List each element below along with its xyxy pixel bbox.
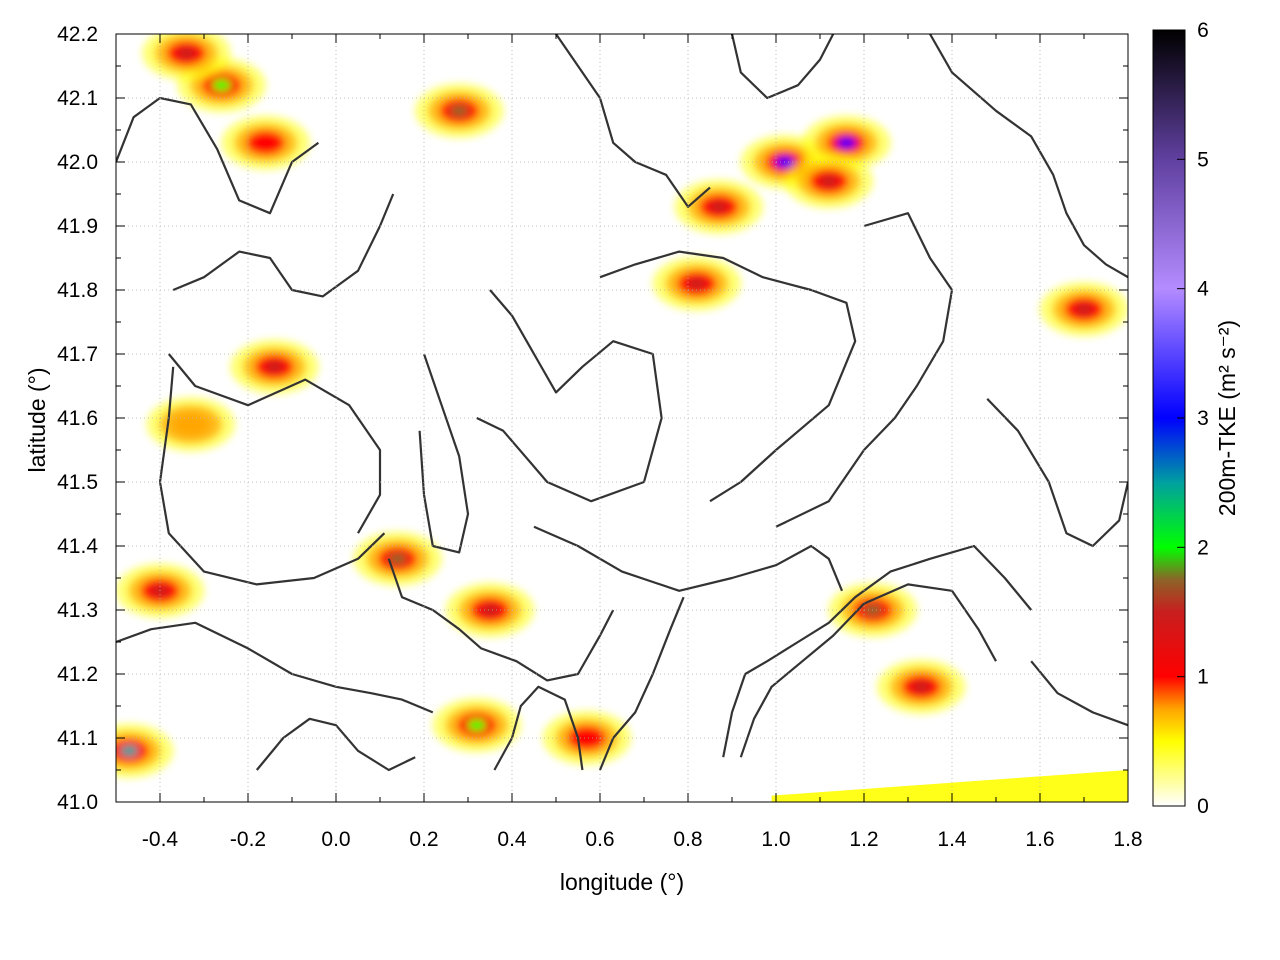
x-tick-label: 0.8 [673, 828, 702, 851]
x-tick-label: 0.6 [585, 828, 614, 851]
colorbar-label: 200m-TKE (m² s⁻²) [1214, 320, 1240, 516]
y-tick-label: 41.9 [57, 215, 98, 238]
hotspot-0-layer-3 [212, 79, 231, 91]
colorbar-tick-label: 3 [1197, 407, 1209, 430]
x-axis-label: longitude (°) [560, 869, 684, 895]
hotspot-16-layer-3 [912, 681, 931, 693]
colorbar-tick-label: 4 [1197, 278, 1209, 301]
contour-line [533, 525, 844, 592]
contour-line [775, 212, 954, 528]
y-tick-label: 42.2 [57, 23, 98, 46]
contour-line [418, 353, 470, 554]
x-tick-label: 1.6 [1025, 828, 1054, 851]
colorbar-tick-label: 0 [1197, 795, 1209, 818]
contour-line [1030, 660, 1128, 727]
hotspot-5-layer-3 [709, 201, 728, 213]
colorbar-tick-label: 1 [1197, 666, 1209, 689]
hotspot-19-layer-3 [181, 418, 200, 430]
x-tick-label: 0.4 [497, 828, 527, 851]
y-tick-label: 41.2 [57, 663, 98, 686]
hotspot-12-layer-3 [388, 553, 407, 565]
contour-line [598, 596, 685, 771]
contour-lines [116, 34, 1128, 772]
y-tick-label: 41.7 [57, 343, 98, 366]
colorbar-tick-label: 2 [1197, 536, 1209, 559]
y-axis: 41.0 41.1 41.2 41.3 41.4 41.5 41.6 41.7 41.8 41.9… [57, 23, 1128, 814]
hotspot-4-layer-3 [687, 278, 706, 290]
x-tick-label: 1.0 [761, 828, 790, 851]
colorbar-tick-label: 6 [1197, 19, 1209, 42]
contour-line [555, 34, 711, 208]
y-tick-label: 41.4 [57, 535, 98, 558]
x-tick-label: 0.2 [409, 828, 438, 851]
y-tick-label: 41.8 [57, 279, 98, 302]
x-tick-label: 1.4 [937, 828, 967, 851]
y-tick-label: 41.3 [57, 599, 98, 622]
contour-line [986, 398, 1128, 548]
hotspot-13-layer-3 [480, 604, 500, 616]
y-tick-label: 41.0 [57, 791, 98, 814]
y-axis-label: latitude (°) [24, 367, 50, 472]
contour-line [167, 353, 382, 534]
y-tick-label: 41.6 [57, 407, 98, 430]
bottom-band [771, 770, 1128, 802]
hotspot-8-layer-3 [819, 175, 838, 187]
colorbar-tick-label: 5 [1197, 148, 1209, 171]
contour-line [158, 366, 386, 586]
hotspot-7-layer-3 [837, 137, 856, 149]
hotspot-3-layer-3 [450, 105, 469, 117]
hotspot-10-layer-3 [120, 745, 139, 757]
hotspot-14-layer-3 [467, 719, 486, 731]
x-tick-label: -0.4 [142, 828, 179, 851]
contour-line [722, 544, 1033, 758]
contour-line [116, 96, 320, 215]
y-tick-label: 41.5 [57, 471, 98, 494]
contour-line [255, 717, 416, 772]
x-tick-label: 0.0 [321, 828, 350, 851]
x-axis: -0.4 -0.2 0.0 0.2 0.4 0.6 0.8 1.0 1.2 1.4 1.6 1.8 [115, 34, 1143, 851]
y-tick-label: 41.1 [57, 727, 98, 750]
y-tick-label: 42.1 [57, 87, 98, 110]
hotspot-17-layer-3 [577, 732, 596, 744]
contour-line [929, 34, 1128, 279]
x-tick-label: 1.2 [849, 828, 878, 851]
y-tick-label: 42.0 [57, 151, 98, 174]
hotspot-2-layer-3 [256, 137, 275, 149]
hotspot-18-layer-3 [265, 361, 284, 373]
hotspot-9-layer-3 [1074, 303, 1094, 315]
contour-line [739, 583, 997, 758]
contour-line [599, 250, 857, 503]
contour-line [730, 34, 835, 100]
x-tick-label: -0.2 [230, 828, 266, 851]
hotspot-1-layer-3 [177, 47, 196, 59]
contour-line [387, 558, 615, 682]
colorbar-ticks: 0 1 2 3 4 5 6 [1177, 19, 1209, 818]
x-tick-label: 1.8 [1113, 828, 1142, 851]
